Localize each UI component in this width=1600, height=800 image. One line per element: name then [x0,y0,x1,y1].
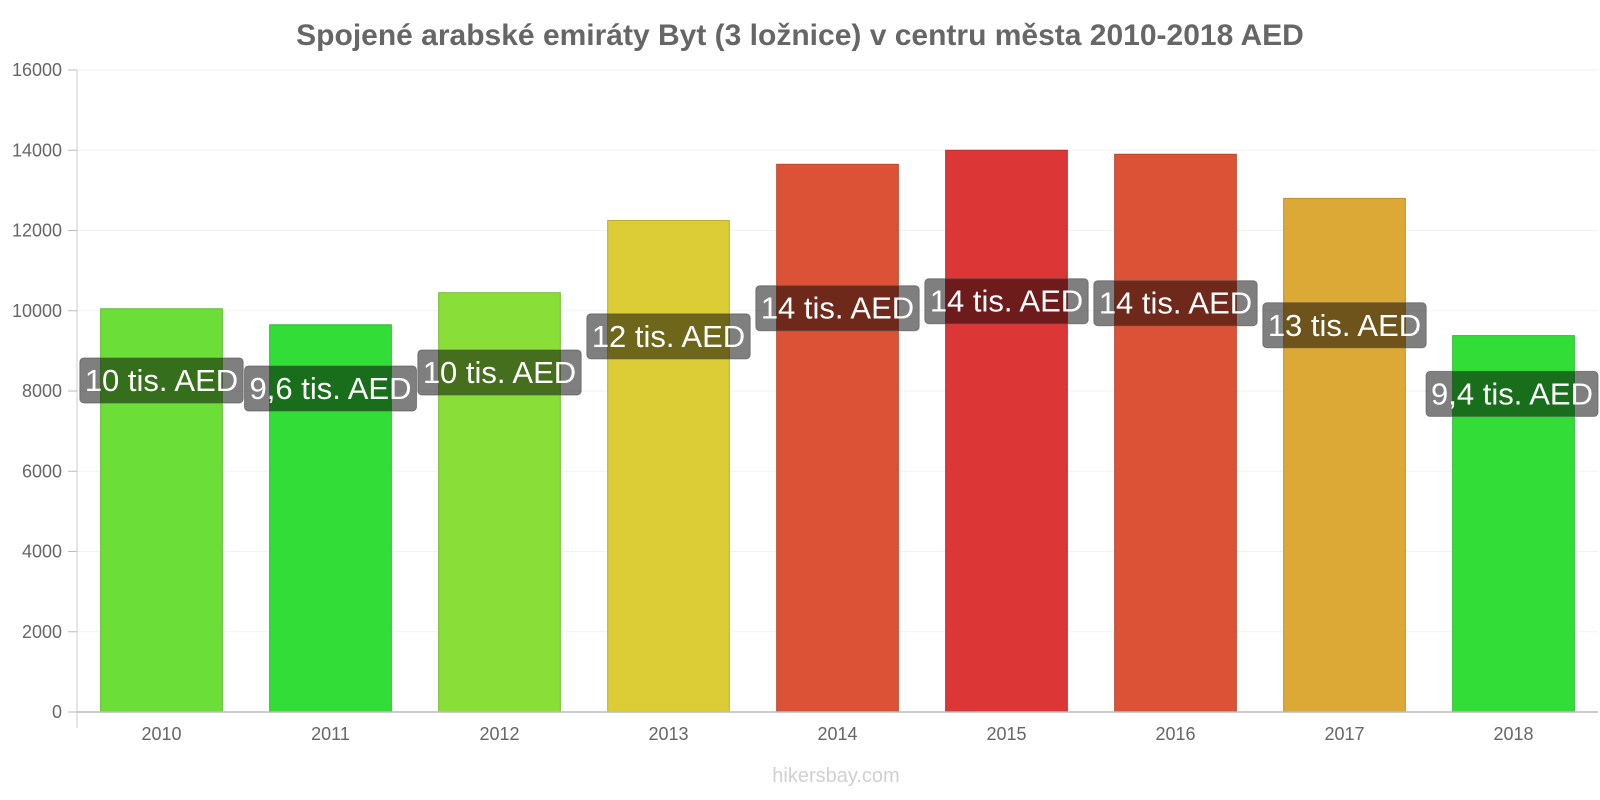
data-label: 14 tis. AED [1093,280,1258,327]
y-tick-label: 16000 [12,60,62,80]
x-axis-ticks: 2010 2011 2012 2013 2014 2015 2016 2017 2018 [141,724,1533,744]
data-label-box [586,313,751,360]
y-tick-label: 8000 [22,381,62,401]
data-label-text: 9,6 tis. AED [250,371,412,406]
bar-2013[interactable] [607,219,730,713]
data-label-text: 14 tis. AED [1099,286,1252,321]
footer-credit: hikersbay.com [772,765,899,787]
data-label-box [1093,280,1258,327]
x-tick-label: 2014 [817,724,857,744]
data-label-text: 14 tis. AED [761,291,914,326]
data-labels-group: 10 tis. AED 9,6 tis. AED 10 tis. AED 12 tis… [79,278,1599,417]
data-label: 9,6 tis. AED [244,365,417,412]
data-label-text: 14 tis. AED [930,284,1083,319]
data-label: 13 tis. AED [1262,302,1427,349]
y-tick-label: 0 [52,702,62,722]
data-label-text: 12 tis. AED [592,319,745,354]
data-label-box [755,285,920,332]
chart-title: Spojené arabské emiráty Byt (3 ložnice) … [296,19,1304,52]
data-label: 12 tis. AED [586,313,751,360]
data-label: 14 tis. AED [924,278,1089,325]
data-label-text: 13 tis. AED [1268,308,1421,343]
data-label-box [924,278,1089,325]
y-tick-label: 6000 [22,461,62,481]
data-label: 14 tis. AED [755,285,920,332]
data-label-box [79,357,244,404]
data-label: 10 tis. AED [79,357,244,404]
y-tick-label: 14000 [12,140,62,160]
bar-2015[interactable] [945,149,1068,713]
data-label-box [1425,370,1599,417]
y-tick-label: 12000 [12,221,62,241]
data-label-box [244,365,417,412]
x-tick-label: 2011 [311,724,350,744]
bar-2017[interactable] [1283,197,1406,713]
y-tick-label: 10000 [12,301,62,321]
x-tick-label: 2018 [1493,724,1533,744]
data-label: 9,4 tis. AED [1425,370,1599,417]
y-axis-ticks: 0 2000 4000 6000 8000 10000 12000 14000 16000 [12,60,77,722]
data-label: 10 tis. AED [417,349,582,396]
bar-2014[interactable] [776,163,899,713]
data-label-box [1262,302,1427,349]
x-tick-label: 2016 [1155,724,1195,744]
bar-2016[interactable] [1114,153,1237,713]
y-tick-label: 4000 [22,542,62,562]
data-label-text: 10 tis. AED [423,355,576,390]
data-label-text: 9,4 tis. AED [1431,376,1593,411]
x-tick-label: 2012 [479,724,519,744]
x-tick-label: 2015 [986,724,1026,744]
x-tick-label: 2013 [648,724,688,744]
data-label-box [417,349,582,396]
x-tick-label: 2010 [141,724,181,744]
x-tick-label: 2017 [1324,724,1364,744]
bars-group [100,149,1575,713]
data-label-text: 10 tis. AED [85,363,238,398]
y-tick-label: 2000 [22,622,62,642]
